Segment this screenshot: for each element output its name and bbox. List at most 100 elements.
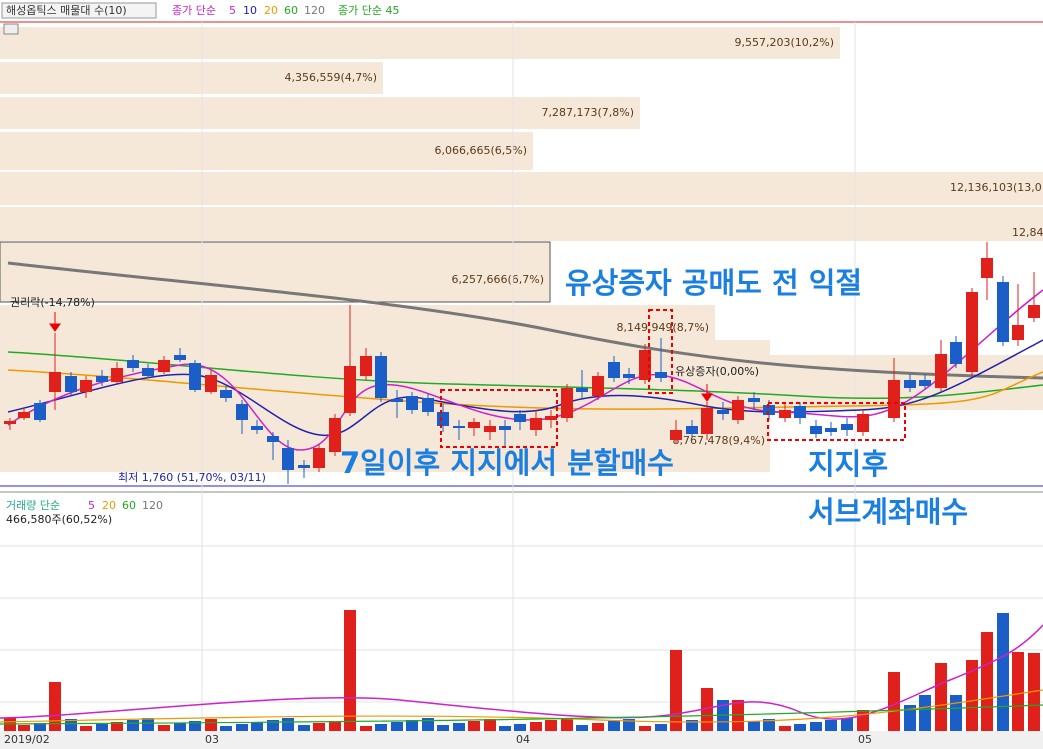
volume-bar: [18, 725, 30, 731]
volume-bar: [329, 721, 341, 731]
profile-row: [0, 172, 1043, 205]
volume-label: 거래량 단순: [6, 499, 60, 512]
candle-body: [251, 426, 263, 430]
candle-body: [127, 360, 139, 368]
candle-body: [763, 405, 775, 415]
x-axis-label: 2019/02: [4, 733, 50, 746]
indicator-label: 해성옵틱스 매물대 수(10): [6, 3, 127, 17]
candle-body: [65, 376, 77, 392]
candle-body: [4, 421, 16, 424]
volume-bar: [391, 722, 403, 731]
volume-bar: [205, 719, 217, 731]
candle-body: [205, 375, 217, 392]
volume-bar: [189, 721, 201, 731]
volume-bar: [96, 724, 108, 731]
volume-bars: [0, 610, 1043, 731]
volume-bar: [298, 725, 310, 731]
volume-bar: [686, 720, 698, 731]
volume-bar: [220, 726, 232, 731]
profile-row: [0, 27, 840, 59]
volume-bar: [80, 726, 92, 731]
annotation: 최저 1,760 (51,70%, 03/11): [118, 471, 266, 484]
volume-bar: [794, 724, 806, 731]
volume-bar: [65, 719, 77, 731]
volume-bar: [174, 723, 186, 731]
volume-bar: [422, 718, 434, 731]
candle-body: [935, 354, 947, 388]
candle-body: [313, 448, 325, 468]
volume-bar: [966, 660, 978, 731]
volume-bar: [313, 723, 325, 731]
volume-bar: [514, 724, 526, 731]
profile-label: 8,767,478(9,4%): [672, 434, 765, 447]
x-axis-label: 05: [858, 733, 872, 746]
indicator-box[interactable]: [1, 2, 157, 19]
annotation: 권리락(-14,78%): [10, 296, 95, 309]
profile-row: [0, 62, 383, 94]
candle-body: [174, 355, 186, 360]
candle-body: [748, 398, 760, 402]
candle-body: [298, 465, 310, 468]
candle-body: [841, 424, 853, 430]
volume-bar: [919, 695, 931, 731]
volume-bar: [375, 724, 387, 731]
candle-body: [623, 374, 635, 378]
x-axis-label: 03: [205, 733, 219, 746]
candle-body: [919, 380, 931, 386]
volume-bar: [344, 610, 356, 731]
candle-body: [810, 426, 822, 434]
ma-period: 120: [304, 4, 325, 17]
volume-period: 20: [102, 499, 116, 512]
candle-body: [360, 356, 372, 376]
volume-bar: [748, 721, 760, 731]
candle-body: [158, 360, 170, 372]
candle-body: [453, 426, 465, 428]
candle-body: [794, 406, 806, 418]
candle-body: [686, 426, 698, 434]
volume-bar: [857, 710, 869, 731]
volume-bar: [825, 720, 837, 731]
volume-bar: [997, 613, 1009, 731]
candle-body: [608, 362, 620, 378]
candle-body: [1012, 325, 1024, 340]
candle-body: [530, 418, 542, 430]
volume-bar: [282, 718, 294, 731]
volume-ma: [0, 704, 1043, 725]
volume-bar: [950, 695, 962, 731]
candle-body: [514, 414, 526, 422]
candle-body: [576, 388, 588, 392]
candle-body: [96, 376, 108, 382]
candle-body: [1028, 305, 1040, 318]
candle-body: [267, 436, 279, 442]
profile-label: 9,557,203(10,2%): [734, 36, 834, 49]
candle-body: [545, 416, 557, 420]
grid-icon[interactable]: [3, 23, 19, 35]
candle-body: [220, 390, 232, 398]
volume-bar: [608, 721, 620, 731]
candle-body: [344, 366, 356, 413]
ma-period: 20: [264, 4, 278, 17]
profile-label: 7,287,173(7,8%): [541, 106, 634, 119]
candle-body: [80, 380, 92, 392]
x-axis-label: 04: [516, 733, 530, 746]
volume-bar: [267, 720, 279, 731]
candle-body: [904, 380, 916, 388]
ma-period: 5: [229, 4, 236, 17]
volume-bar: [545, 720, 557, 731]
volume-bar: [623, 719, 635, 731]
volume-bar: [360, 726, 372, 731]
volume-period: 60: [122, 499, 136, 512]
profile-row: [0, 97, 640, 129]
candle-body: [888, 380, 900, 418]
overlay-text: 서브계좌매수: [808, 495, 968, 529]
overlay-text: 유상증자 공매도 전 익절: [565, 266, 862, 300]
volume-bar: [935, 663, 947, 731]
candle-body: [997, 282, 1009, 342]
candle-body: [717, 410, 729, 414]
arrows: [49, 312, 713, 402]
volume-period: 5: [88, 499, 95, 512]
volume-bar: [810, 722, 822, 731]
volume-bar: [468, 721, 480, 731]
volume-bar: [1028, 653, 1040, 731]
